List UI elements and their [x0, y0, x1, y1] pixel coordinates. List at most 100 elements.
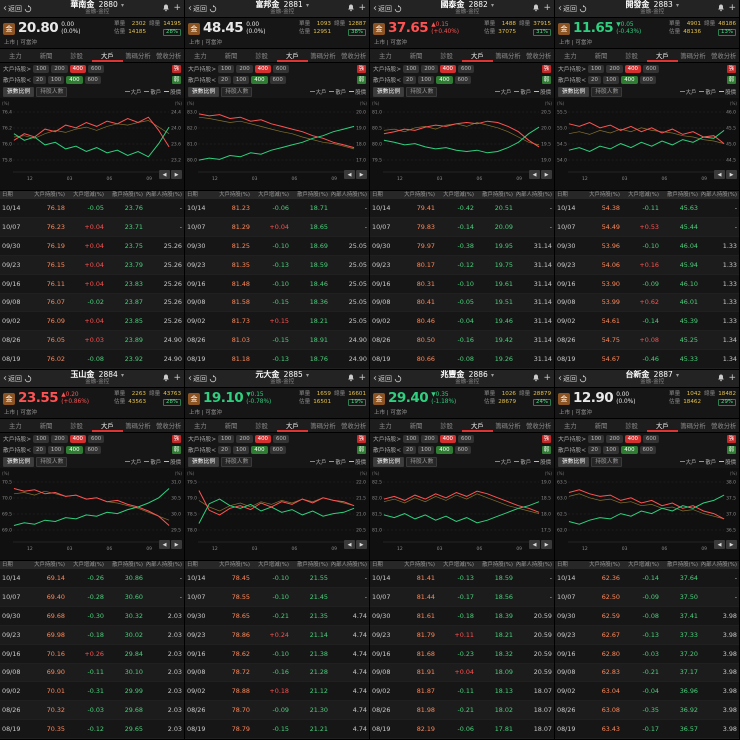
filter-option[interactable]: 100: [602, 75, 620, 84]
tab-主力[interactable]: 主力: [194, 423, 207, 430]
filter-option[interactable]: 100: [588, 64, 605, 73]
tab-新聞[interactable]: 新聞: [39, 53, 53, 60]
refresh-icon[interactable]: [394, 4, 402, 13]
table-row[interactable]: 09/08 69.90 -0.11 30.10 2.03: [0, 663, 184, 683]
add-icon[interactable]: +: [173, 3, 181, 13]
stock-title[interactable]: 台新金 2887 ▾ 金融-金控: [589, 371, 715, 386]
table-row[interactable]: 10/07 81.44 -0.17 18.56 -: [370, 588, 554, 607]
back-button[interactable]: ‹ 返回: [188, 373, 207, 384]
tab-新聞[interactable]: 新聞: [409, 423, 423, 430]
chart-mode-ratio[interactable]: 張數比例: [373, 86, 405, 97]
bell-icon[interactable]: [162, 4, 170, 14]
chart-prev-button[interactable]: ◀: [714, 540, 725, 549]
filter-option[interactable]: 100: [602, 445, 620, 454]
filter-option[interactable]: 200: [236, 64, 253, 73]
table-row[interactable]: 09/08 81.58 -0.15 18.36 25.05: [185, 293, 369, 313]
tab-診股[interactable]: 診股: [440, 423, 453, 430]
stock-title[interactable]: 國泰金 2882 ▾ 金融-金控: [404, 1, 530, 16]
tab-主力[interactable]: 主力: [564, 53, 577, 60]
table-row[interactable]: 09/16 62.80 -0.03 37.20 3.98: [555, 645, 739, 664]
chart-mode-ratio[interactable]: 張數比例: [558, 86, 590, 97]
add-icon[interactable]: +: [728, 3, 736, 13]
table-row[interactable]: 10/07 54.49 +0.53 45.44 -: [555, 218, 739, 237]
filter-option[interactable]: 400: [66, 75, 83, 84]
table-row[interactable]: 09/16 53.90 -0.09 46.10 1.33: [555, 275, 739, 294]
filter-option[interactable]: 100: [417, 445, 435, 454]
filter-option[interactable]: 200: [606, 434, 623, 443]
tab-診股[interactable]: 診股: [70, 53, 83, 60]
table-row[interactable]: 09/23 80.17 -0.12 19.75 31.14: [370, 255, 554, 275]
table-row[interactable]: 09/16 81.68 -0.23 18.32 20.59: [370, 645, 554, 664]
filter-option[interactable]: 400: [251, 75, 268, 84]
chart-mode-holders[interactable]: 持股人數: [406, 456, 438, 467]
table-row[interactable]: 09/08 81.91 +0.04 18.09 20.59: [370, 663, 554, 683]
stock-title[interactable]: 開發金 2883 ▾ 金融-金控: [589, 1, 715, 16]
table-row[interactable]: 09/30 81.61 -0.18 18.39 20.59: [370, 607, 554, 626]
tab-營收分析[interactable]: 營收分析: [156, 53, 182, 60]
tab-大戶[interactable]: 大戶: [92, 49, 123, 62]
chart-mode-ratio[interactable]: 張數比例: [3, 456, 35, 467]
back-button[interactable]: ‹ 返回: [3, 3, 22, 14]
filter-option[interactable]: 100: [403, 64, 420, 73]
chart-next-button[interactable]: ▶: [541, 540, 552, 549]
table-row[interactable]: 08/19 82.19 -0.06 17.81 18.07: [370, 720, 554, 739]
filter-option[interactable]: 600: [87, 434, 105, 443]
table-row[interactable]: 09/30 53.96 -0.10 46.04 1.33: [555, 237, 739, 256]
tab-診股[interactable]: 診股: [440, 53, 453, 60]
tab-主力[interactable]: 主力: [9, 53, 22, 60]
filter-option[interactable]: 400: [69, 64, 86, 73]
chart-next-button[interactable]: ▶: [356, 170, 367, 179]
table-row[interactable]: 09/30 62.59 -0.08 37.41 3.98: [555, 607, 739, 626]
filter-option[interactable]: 100: [33, 64, 50, 73]
table-row[interactable]: 09/02 81.87 -0.11 18.13 18.07: [370, 682, 554, 702]
filter-option[interactable]: 400: [439, 434, 456, 443]
filter-option[interactable]: 20: [218, 75, 231, 84]
table-row[interactable]: 10/07 78.55 -0.10 21.45 -: [185, 588, 369, 607]
filter-option[interactable]: 600: [84, 75, 101, 84]
filter-option[interactable]: 20: [218, 445, 231, 454]
filter-option[interactable]: 100: [218, 64, 235, 73]
table-row[interactable]: 09/02 54.61 -0.14 45.39 1.33: [555, 312, 739, 332]
table-row[interactable]: 08/19 54.67 -0.46 45.33 1.34: [555, 350, 739, 369]
filter-option[interactable]: 400: [624, 434, 641, 443]
filter-option[interactable]: 100: [218, 434, 235, 443]
filter-option[interactable]: 200: [606, 64, 623, 73]
bell-icon[interactable]: [532, 374, 540, 384]
bell-icon[interactable]: [717, 4, 725, 14]
table-row[interactable]: 09/08 78.72 -0.16 21.28 4.74: [185, 663, 369, 683]
filter-option[interactable]: 600: [457, 64, 475, 73]
filter-option[interactable]: 100: [232, 445, 250, 454]
stock-title[interactable]: 華南金 2880 ▾ 金融-金控: [34, 1, 160, 16]
tab-籌碼分析[interactable]: 籌碼分析: [495, 53, 521, 60]
tab-診股[interactable]: 診股: [625, 53, 638, 60]
tab-營收分析[interactable]: 營收分析: [711, 53, 737, 60]
tab-籌碼分析[interactable]: 籌碼分析: [680, 53, 706, 60]
table-row[interactable]: 08/19 76.02 -0.08 23.92 24.90: [0, 350, 184, 369]
filter-option[interactable]: 200: [421, 64, 438, 73]
table-row[interactable]: 09/16 76.11 +0.04 23.83 25.26: [0, 275, 184, 294]
filter-option[interactable]: 200: [236, 434, 253, 443]
bell-icon[interactable]: [347, 374, 355, 384]
add-icon[interactable]: +: [543, 373, 551, 383]
table-row[interactable]: 10/14 79.41 -0.42 20.51 -: [370, 199, 554, 219]
tab-營收分析[interactable]: 營收分析: [711, 423, 737, 430]
table-row[interactable]: 10/07 62.50 -0.09 37.50 -: [555, 588, 739, 607]
chart-next-button[interactable]: ▶: [171, 170, 182, 179]
tab-營收分析[interactable]: 營收分析: [526, 53, 552, 60]
tab-診股[interactable]: 診股: [625, 423, 638, 430]
chart-prev-button[interactable]: ◀: [344, 170, 355, 179]
filter-option[interactable]: 600: [454, 445, 471, 454]
tab-新聞[interactable]: 新聞: [39, 423, 53, 430]
back-button[interactable]: ‹ 返回: [3, 373, 22, 384]
table-row[interactable]: 10/14 54.38 -0.11 45.63 -: [555, 199, 739, 219]
filter-option[interactable]: 20: [403, 445, 416, 454]
table-row[interactable]: 08/26 70.32 -0.03 29.68 2.03: [0, 701, 184, 721]
table-row[interactable]: 09/23 81.79 +0.11 18.21 20.59: [370, 625, 554, 645]
table-row[interactable]: 09/02 81.73 +0.15 18.21 25.05: [185, 312, 369, 332]
filter-option[interactable]: 400: [621, 75, 638, 84]
tab-籌碼分析[interactable]: 籌碼分析: [125, 53, 151, 60]
table-row[interactable]: 08/26 80.50 -0.16 19.42 31.14: [370, 331, 554, 351]
refresh-icon[interactable]: [394, 374, 402, 383]
table-row[interactable]: 08/26 76.05 +0.03 23.89 24.90: [0, 331, 184, 351]
table-row[interactable]: 10/14 76.18 -0.05 23.76 -: [0, 199, 184, 219]
